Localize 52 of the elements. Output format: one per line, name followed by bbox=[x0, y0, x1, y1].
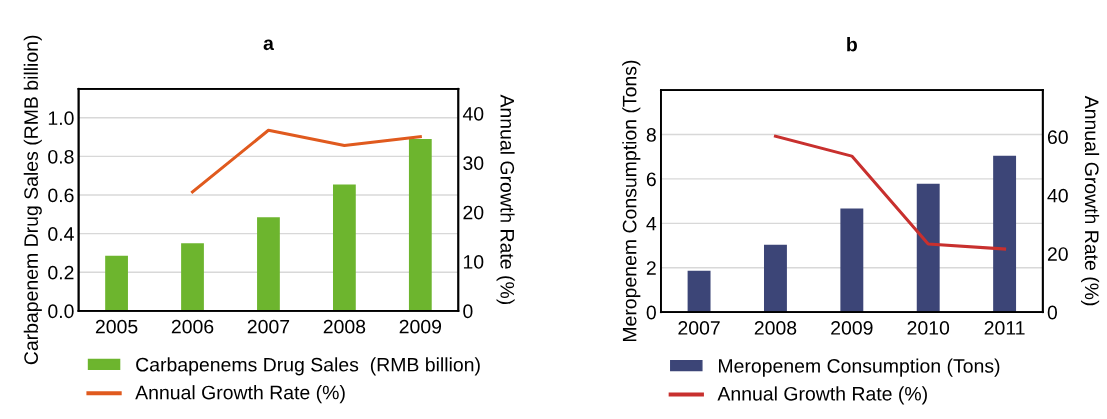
x-tick-label: 2006 bbox=[171, 319, 214, 334]
chart-title: a bbox=[263, 39, 274, 51]
line-series bbox=[773, 134, 1007, 251]
bar bbox=[105, 255, 128, 311]
y2-tick-label: 20 bbox=[1047, 247, 1068, 261]
legend-label: Annual Growth Rate (%) bbox=[717, 386, 927, 405]
y-tick-label: 0.8 bbox=[48, 149, 74, 164]
bar bbox=[257, 217, 280, 311]
bar bbox=[764, 244, 787, 313]
y-tick-label: 0 bbox=[646, 305, 656, 320]
legend-label: Carbapenems Drug Sales (RMB billion) bbox=[136, 357, 480, 376]
y2-tick-label: 40 bbox=[1047, 188, 1068, 203]
x-tick-label: 2005 bbox=[95, 319, 138, 334]
x-tick-label: 2007 bbox=[247, 319, 290, 334]
x-tick-label: 2007 bbox=[678, 321, 720, 335]
x-tick-label: 2009 bbox=[399, 319, 442, 334]
x-tick-label: 2009 bbox=[831, 321, 873, 335]
bar bbox=[181, 243, 204, 311]
y2-tick-label: 0 bbox=[463, 304, 473, 319]
y2-tick-label: 0 bbox=[1047, 305, 1058, 320]
bar bbox=[916, 183, 940, 313]
bar bbox=[687, 270, 711, 313]
bar bbox=[840, 208, 864, 313]
y2-axis-title: Annual Growth Rate (%) bbox=[1081, 95, 1100, 306]
y-tick-label: 0.0 bbox=[48, 304, 74, 319]
y2-tick-label: 30 bbox=[463, 156, 484, 171]
chart-title: b bbox=[847, 37, 857, 52]
y2-axis-title: Annual Growth Rate (%) bbox=[496, 94, 515, 305]
x-tick-label: 2008 bbox=[754, 321, 797, 335]
legend-label: Annual Growth Rate (%) bbox=[135, 385, 345, 404]
line-series bbox=[190, 128, 422, 194]
x-tick-label: 2010 bbox=[907, 321, 950, 335]
y-tick-label: 4 bbox=[646, 217, 657, 231]
x-tick-label: 2008 bbox=[323, 319, 366, 334]
y2-tick-label: 60 bbox=[1047, 130, 1068, 145]
bar bbox=[993, 155, 1017, 313]
y-tick-label: 6 bbox=[646, 172, 656, 187]
legend-label: Meropenem Consumption (Tons) bbox=[719, 358, 1000, 377]
y2-tick-label: 10 bbox=[463, 255, 484, 269]
y-tick-label: 1.0 bbox=[48, 111, 74, 126]
y2-tick-label: 20 bbox=[463, 205, 484, 220]
y-tick-label: 0.4 bbox=[48, 227, 74, 241]
x-tick-label: 2011 bbox=[984, 321, 1025, 335]
y-tick-label: 0.6 bbox=[48, 188, 74, 203]
y-axis-title: Carbapenem Drug Sales (RMB billion) bbox=[23, 35, 42, 365]
y-tick-label: 2 bbox=[646, 261, 656, 275]
y-tick-label: 8 bbox=[646, 127, 656, 142]
bar bbox=[408, 139, 432, 311]
y-tick-label: 0.2 bbox=[48, 265, 74, 280]
bar bbox=[333, 184, 356, 311]
y-axis-title: Meropenem Consumption (Tons) bbox=[622, 60, 641, 342]
y2-tick-label: 40 bbox=[462, 106, 484, 121]
